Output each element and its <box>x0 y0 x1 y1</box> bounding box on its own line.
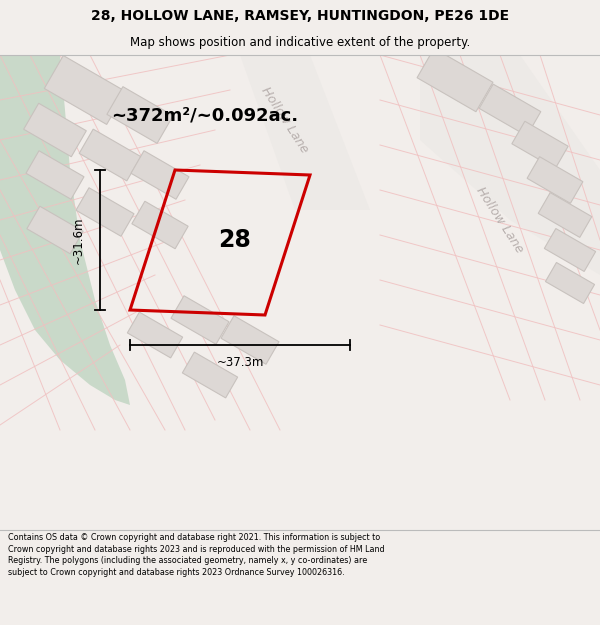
Polygon shape <box>127 312 182 358</box>
Polygon shape <box>221 316 279 364</box>
Text: Hollow Lane: Hollow Lane <box>259 84 311 156</box>
Polygon shape <box>479 84 541 136</box>
Polygon shape <box>107 87 173 143</box>
Polygon shape <box>44 56 125 124</box>
Polygon shape <box>76 188 134 236</box>
Polygon shape <box>545 262 595 304</box>
Polygon shape <box>538 192 592 238</box>
Polygon shape <box>182 352 238 398</box>
Polygon shape <box>544 229 596 271</box>
Polygon shape <box>420 55 600 275</box>
Polygon shape <box>132 201 188 249</box>
Polygon shape <box>23 103 86 157</box>
Polygon shape <box>417 48 493 112</box>
Polygon shape <box>527 157 583 203</box>
Text: Contains OS data © Crown copyright and database right 2021. This information is : Contains OS data © Crown copyright and d… <box>8 533 385 578</box>
Text: Map shows position and indicative extent of the property.: Map shows position and indicative extent… <box>130 36 470 49</box>
Text: ~31.6m: ~31.6m <box>71 216 85 264</box>
Polygon shape <box>26 151 84 199</box>
Polygon shape <box>512 121 568 169</box>
Polygon shape <box>240 55 370 210</box>
Text: 28: 28 <box>218 228 251 252</box>
Polygon shape <box>0 55 130 405</box>
Polygon shape <box>171 296 229 344</box>
Text: ~372m²/~0.092ac.: ~372m²/~0.092ac. <box>112 106 299 124</box>
Polygon shape <box>27 206 83 254</box>
Text: 28, HOLLOW LANE, RAMSEY, HUNTINGDON, PE26 1DE: 28, HOLLOW LANE, RAMSEY, HUNTINGDON, PE2… <box>91 9 509 24</box>
Polygon shape <box>79 129 141 181</box>
Text: ~37.3m: ~37.3m <box>217 356 263 369</box>
Polygon shape <box>131 151 189 199</box>
Text: Hollow Lane: Hollow Lane <box>474 184 526 256</box>
